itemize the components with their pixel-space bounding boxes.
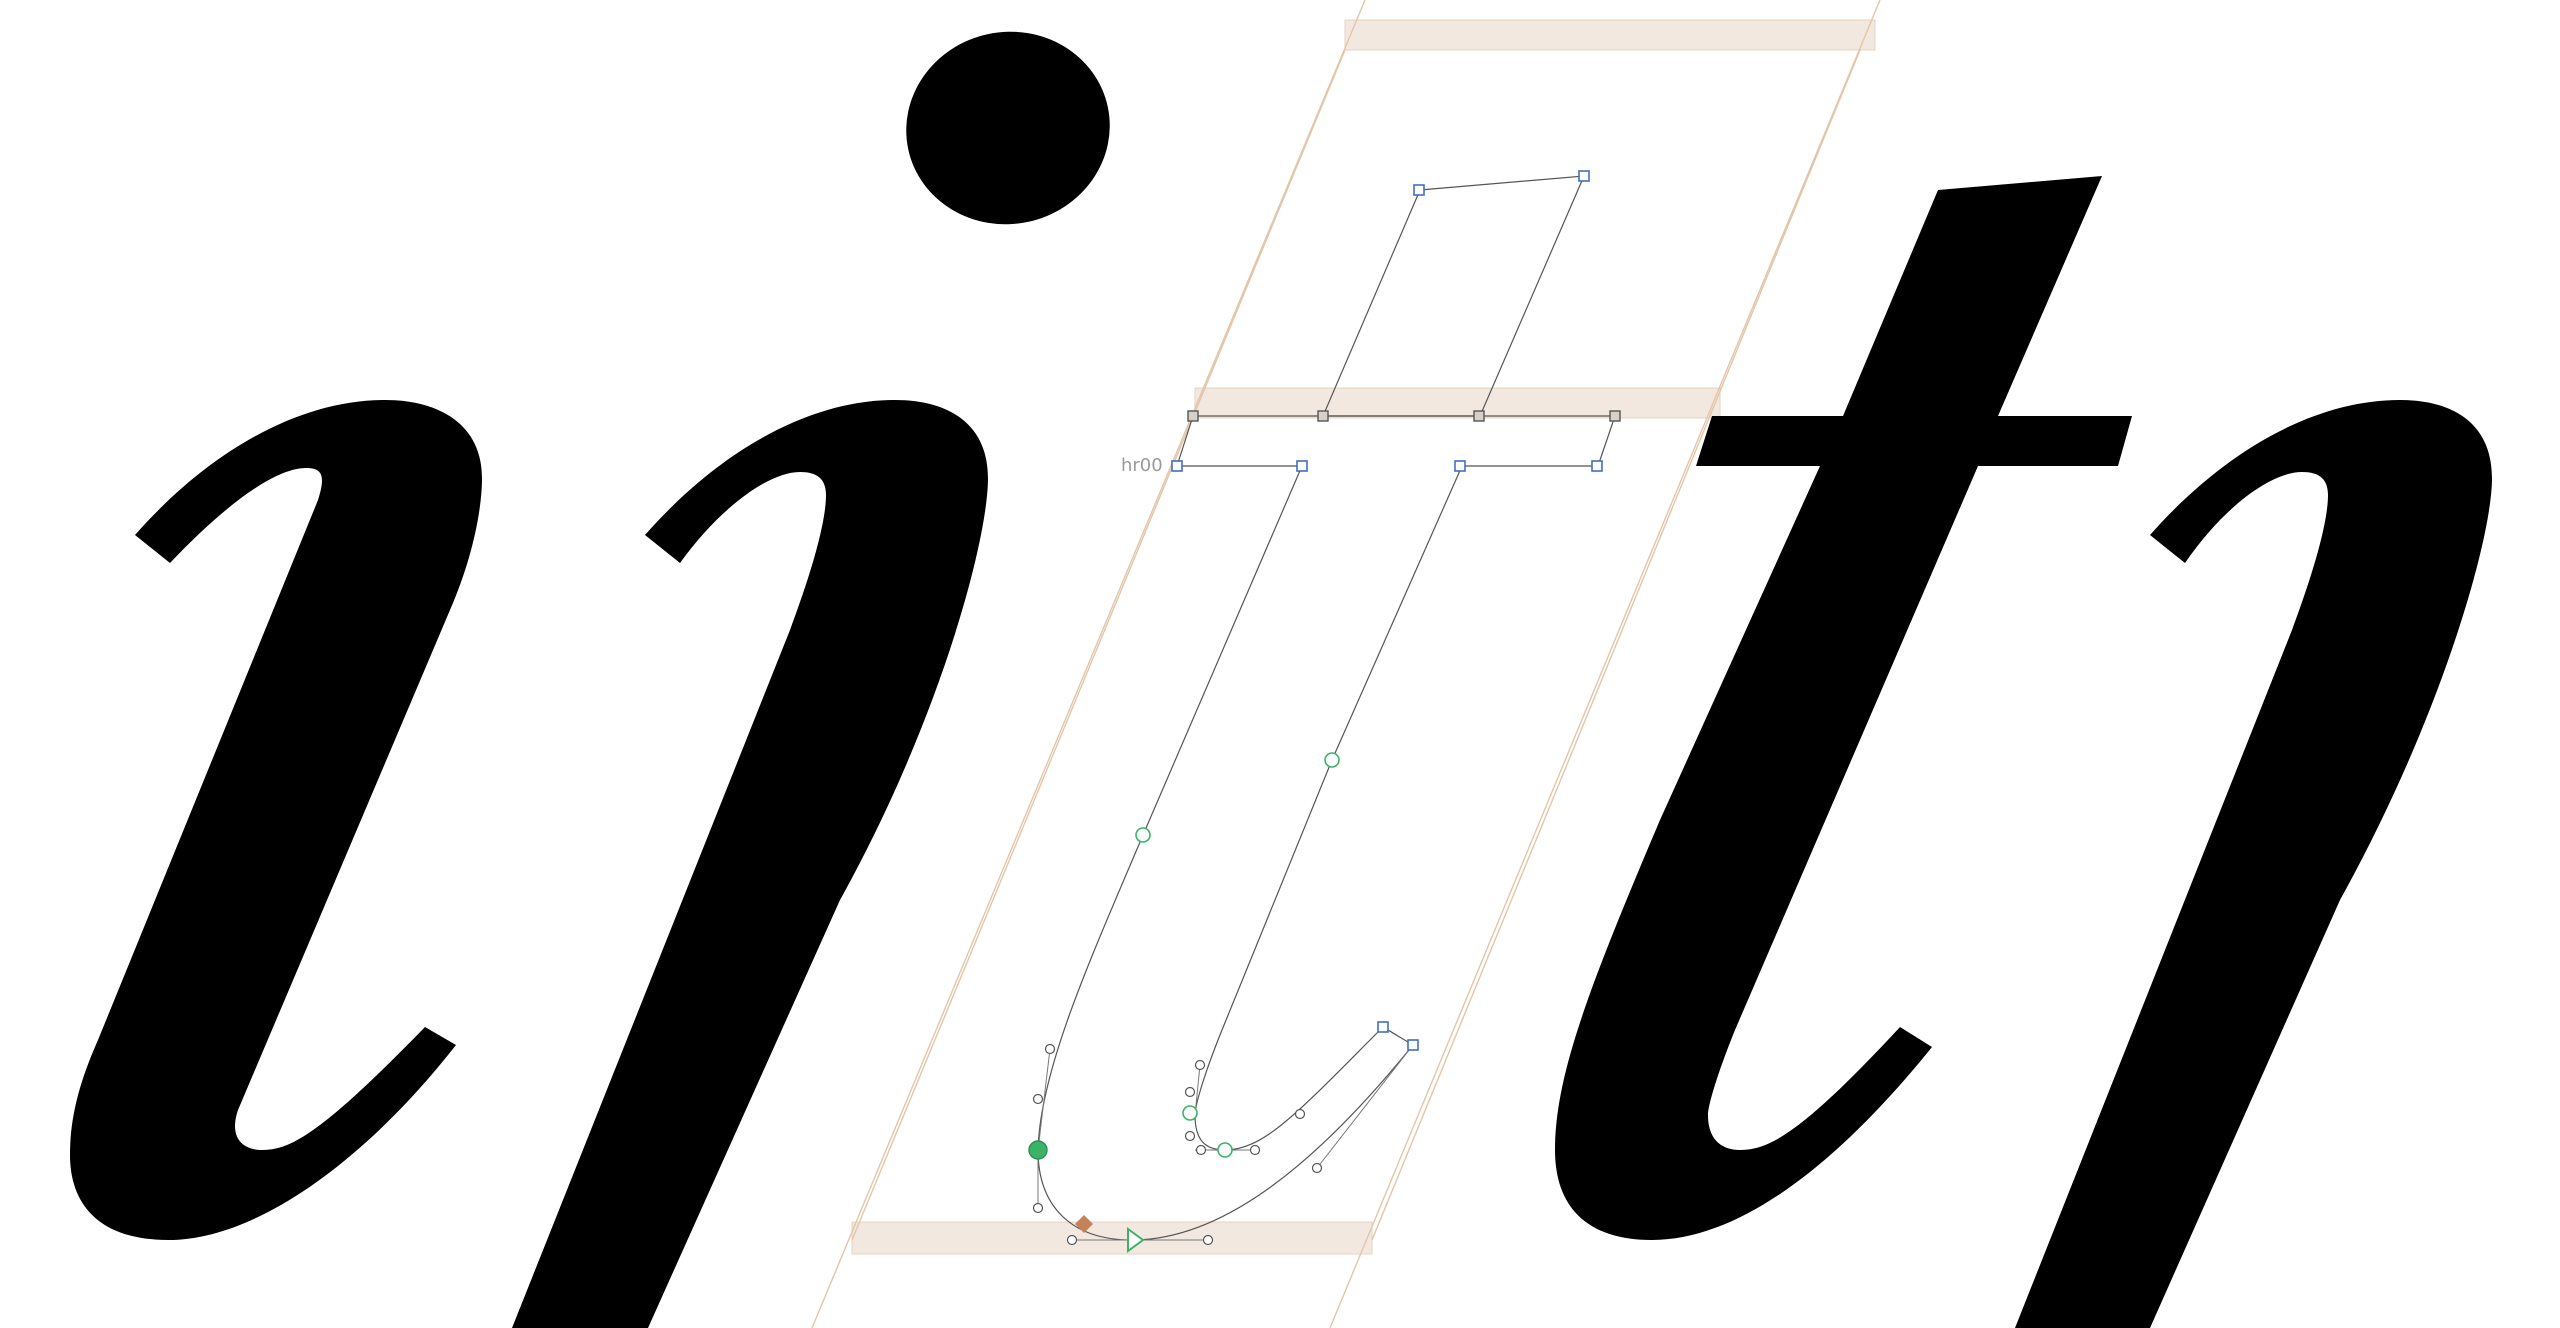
- glyph-t: [1555, 176, 2132, 1240]
- baseline-band: [851, 1221, 1373, 1255]
- xheight-nodes[interactable]: [1187, 410, 1621, 422]
- handle-icon[interactable]: [1044, 1043, 1056, 1055]
- square-node-icon[interactable]: [1317, 410, 1329, 422]
- glyph-h-partial: [2015, 400, 2492, 1328]
- handle-icon[interactable]: [1184, 1130, 1196, 1142]
- square-node-icon[interactable]: [1454, 460, 1466, 472]
- circle-node-icon[interactable]: [1028, 1140, 1048, 1160]
- square-node-icon[interactable]: [1407, 1039, 1419, 1051]
- glyph-i-2: [512, 400, 988, 1328]
- edited-outline[interactable]: [1037, 175, 1616, 1241]
- square-node-icon[interactable]: [1296, 460, 1308, 472]
- xheight-band: [1194, 387, 1721, 419]
- handle-icon[interactable]: [1032, 1202, 1044, 1214]
- handle-icon[interactable]: [1195, 1144, 1207, 1156]
- guide-label: hr00: [1121, 455, 1163, 476]
- circle-node-icon[interactable]: [1324, 752, 1340, 768]
- glyph-i-1: [70, 400, 482, 1240]
- metric-guides: [811, 0, 1881, 1328]
- handle-icon[interactable]: [1202, 1234, 1214, 1246]
- outline-nodes[interactable]: [1028, 170, 1621, 1253]
- square-node-icon[interactable]: [1187, 410, 1199, 422]
- circle-node-icon[interactable]: [1182, 1105, 1198, 1121]
- glyph-i-dot: [906, 31, 1110, 225]
- square-node-icon[interactable]: [1591, 460, 1603, 472]
- preview-glyphs: [70, 31, 2492, 1328]
- sidebearing-left-inner: [851, 49, 1346, 1241]
- square-node-icon[interactable]: [1609, 410, 1621, 422]
- handle-icon[interactable]: [1032, 1093, 1044, 1105]
- square-node-icon[interactable]: [1171, 460, 1183, 472]
- stem-contour[interactable]: [1037, 415, 1616, 1241]
- square-node-icon[interactable]: [1413, 184, 1425, 196]
- ascender-band: [1344, 19, 1876, 51]
- handle-icon[interactable]: [1194, 1059, 1206, 1071]
- handle-icon[interactable]: [1294, 1108, 1306, 1120]
- sidebearing-right-outer: [1329, 0, 1881, 1328]
- dot-contour[interactable]: [1322, 175, 1585, 417]
- circle-node-icon[interactable]: [1135, 827, 1151, 843]
- square-node-icon[interactable]: [1578, 170, 1590, 182]
- sidebearing-right-inner: [1371, 49, 1861, 1241]
- square-node-icon[interactable]: [1473, 410, 1485, 422]
- anchor-diamond-icon[interactable]: [1075, 1215, 1093, 1233]
- square-node-icon[interactable]: [1377, 1021, 1389, 1033]
- sidebearing-left-outer: [811, 0, 1366, 1328]
- handle-icon[interactable]: [1184, 1086, 1196, 1098]
- handle-icon[interactable]: [1249, 1144, 1261, 1156]
- handle-icon[interactable]: [1311, 1162, 1323, 1174]
- circle-node-icon[interactable]: [1217, 1142, 1233, 1158]
- start-triangle-icon[interactable]: [1127, 1227, 1145, 1253]
- handle-icon[interactable]: [1066, 1234, 1078, 1246]
